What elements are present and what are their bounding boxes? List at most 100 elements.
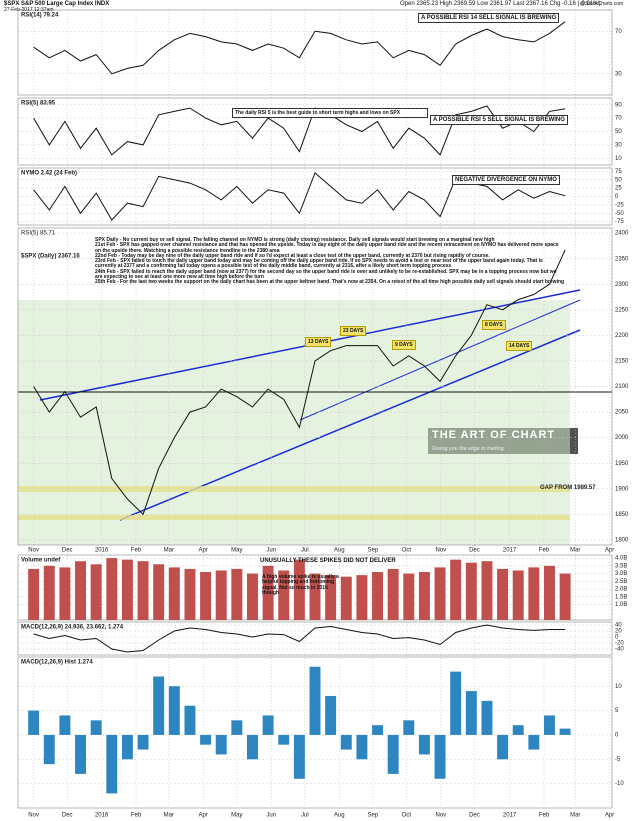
bar bbox=[544, 715, 555, 735]
x-tick-label: Nov bbox=[435, 548, 446, 554]
bar bbox=[168, 686, 180, 735]
y-tick-label: 1.5B bbox=[615, 594, 627, 600]
x-tick-label: Sep bbox=[367, 813, 378, 819]
comment: 22nd Feb - Today may be day nine of the … bbox=[95, 252, 490, 259]
y-tick-label: 30 bbox=[615, 71, 622, 77]
x-tick-label: Oct bbox=[402, 813, 412, 819]
bar bbox=[340, 734, 352, 750]
bar bbox=[528, 734, 540, 750]
y-tick-label: 3.0B bbox=[615, 571, 627, 577]
bar bbox=[247, 734, 258, 760]
y-tick-label: 2400 bbox=[615, 231, 629, 237]
bar bbox=[59, 567, 71, 620]
y-tick-label: 1950 bbox=[615, 461, 629, 467]
x-tick-label: Mar bbox=[164, 548, 174, 554]
y-tick-label: 2200 bbox=[615, 333, 629, 339]
bar bbox=[153, 564, 165, 620]
x-tick-label: Jun bbox=[266, 548, 276, 554]
bar bbox=[559, 728, 571, 735]
bar bbox=[325, 695, 337, 735]
bar bbox=[356, 575, 368, 620]
x-tick-label: 2016 bbox=[95, 548, 109, 554]
y-tick-label: 0 bbox=[615, 635, 619, 641]
series-line bbox=[33, 105, 566, 156]
date: 27-Feb-2017 12:37am bbox=[4, 7, 54, 13]
bar bbox=[372, 572, 383, 620]
bar bbox=[356, 734, 368, 760]
annotation: UNUSUALLY THESE SPIKES DID NOT DELIVER bbox=[260, 558, 396, 564]
annotation: 13 DAYS bbox=[305, 337, 332, 347]
y-tick-label: 70 bbox=[615, 116, 622, 122]
bar bbox=[559, 573, 571, 620]
bar bbox=[106, 734, 118, 794]
bar bbox=[137, 734, 149, 750]
y-tick-label: 1800 bbox=[615, 537, 629, 543]
comment: 21st Feb - SPX has gapped over channel r… bbox=[95, 242, 559, 254]
bar bbox=[231, 720, 243, 735]
panel-subtitle: RSI(5) 85.71 bbox=[21, 231, 56, 237]
bar bbox=[262, 715, 274, 735]
bar bbox=[512, 570, 524, 620]
bar bbox=[28, 710, 40, 735]
x-tick-label: Aug bbox=[334, 548, 345, 554]
annotation: The daily RSI 5 is the best guide to sho… bbox=[232, 108, 428, 118]
y-tick-label: 1.0B bbox=[615, 602, 627, 608]
y-tick-label: 1850 bbox=[615, 512, 629, 518]
bar bbox=[278, 570, 290, 620]
y-tick-label: 2050 bbox=[615, 410, 629, 416]
panel-frame bbox=[17, 656, 613, 809]
x-tick-label: Apr bbox=[605, 548, 614, 554]
panel-title: RSI(14) 79.24 bbox=[21, 13, 59, 19]
series-line bbox=[33, 249, 566, 516]
bar bbox=[434, 734, 446, 779]
annotation: 14 DAYS bbox=[506, 341, 533, 351]
x-tick-label: Apr bbox=[605, 813, 614, 819]
panel-title: RSI(5) 83.95 bbox=[21, 101, 56, 107]
bar bbox=[403, 720, 415, 735]
bar bbox=[231, 568, 243, 620]
bar bbox=[418, 572, 430, 620]
bar bbox=[465, 562, 477, 620]
bar bbox=[403, 573, 415, 620]
panel-title: $SPX (Daily) 2367.16 bbox=[21, 254, 80, 260]
x-tick-label: May bbox=[231, 548, 242, 554]
y-tick-label: 25 bbox=[615, 186, 622, 192]
y-tick-label: 4.0B bbox=[615, 556, 627, 562]
bar bbox=[512, 725, 524, 735]
bar bbox=[121, 734, 133, 760]
bar bbox=[90, 564, 102, 620]
x-tick-label: Sep bbox=[367, 548, 378, 554]
y-tick-label: 2000 bbox=[615, 435, 629, 441]
x-tick-label: Jul bbox=[301, 548, 309, 554]
bar bbox=[215, 734, 227, 755]
bar bbox=[247, 573, 258, 620]
bar bbox=[418, 734, 430, 755]
y-tick-label: 2.0B bbox=[615, 587, 627, 593]
bar bbox=[372, 725, 383, 735]
series-line bbox=[33, 624, 566, 653]
y-tick-label: -10 bbox=[615, 781, 624, 787]
bar bbox=[293, 559, 305, 620]
comment: 25th Feb - For the last two weeks the su… bbox=[95, 279, 565, 286]
y-tick-label: -75 bbox=[615, 219, 624, 225]
x-tick-label: Dec bbox=[469, 548, 480, 554]
y-tick-label: 40 bbox=[615, 623, 622, 629]
annotation: THE ART OF CHART bbox=[432, 429, 556, 441]
bar bbox=[75, 561, 86, 620]
bar bbox=[450, 671, 462, 735]
bar bbox=[387, 734, 399, 774]
series-line bbox=[33, 21, 566, 75]
x-tick-label: Mar bbox=[570, 813, 580, 819]
bar bbox=[90, 720, 102, 735]
comment: 24th Feb - SPX failed to reach the daily… bbox=[95, 268, 557, 281]
panel-title: MACD(12,26,9) 24.936, 23.662, 1.274 bbox=[21, 625, 124, 631]
bar bbox=[43, 734, 55, 765]
x-tick-label: Nov bbox=[28, 548, 39, 554]
y-tick-label: -5 bbox=[615, 757, 621, 763]
bar bbox=[309, 573, 321, 620]
y-tick-label: 10 bbox=[615, 684, 622, 690]
trendline bbox=[299, 299, 581, 421]
source: @StockCharts.com bbox=[580, 1, 624, 7]
bar bbox=[481, 561, 493, 620]
